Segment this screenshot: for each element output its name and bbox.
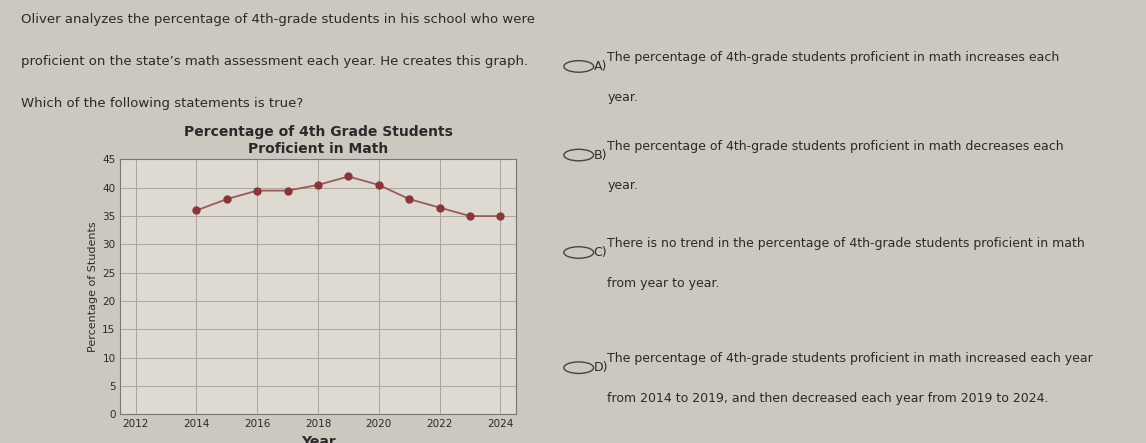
Text: Oliver analyzes the percentage of 4th-grade students in his school who were: Oliver analyzes the percentage of 4th-gr… (21, 13, 535, 26)
Text: D): D) (594, 361, 609, 374)
Text: year.: year. (607, 91, 638, 104)
Text: The percentage of 4th-grade students proficient in math increases each: The percentage of 4th-grade students pro… (607, 51, 1060, 64)
Text: proficient on the state’s math assessment each year. He creates this graph.: proficient on the state’s math assessmen… (21, 55, 528, 68)
Text: The percentage of 4th-grade students proficient in math increased each year: The percentage of 4th-grade students pro… (607, 352, 1093, 365)
Text: The percentage of 4th-grade students proficient in math decreases each: The percentage of 4th-grade students pro… (607, 140, 1063, 152)
Text: There is no trend in the percentage of 4th-grade students proficient in math: There is no trend in the percentage of 4… (607, 237, 1085, 250)
Y-axis label: Percentage of Students: Percentage of Students (88, 222, 99, 352)
Text: Which of the following statements is true?: Which of the following statements is tru… (21, 97, 303, 110)
Text: A): A) (594, 60, 607, 73)
Text: year.: year. (607, 179, 638, 192)
Text: from 2014 to 2019, and then decreased each year from 2019 to 2024.: from 2014 to 2019, and then decreased ea… (607, 392, 1049, 405)
Text: C): C) (594, 246, 607, 259)
X-axis label: Year: Year (300, 435, 336, 443)
Text: B): B) (594, 148, 607, 162)
Title: Percentage of 4th Grade Students
Proficient in Math: Percentage of 4th Grade Students Profici… (183, 125, 453, 155)
Text: from year to year.: from year to year. (607, 277, 720, 290)
